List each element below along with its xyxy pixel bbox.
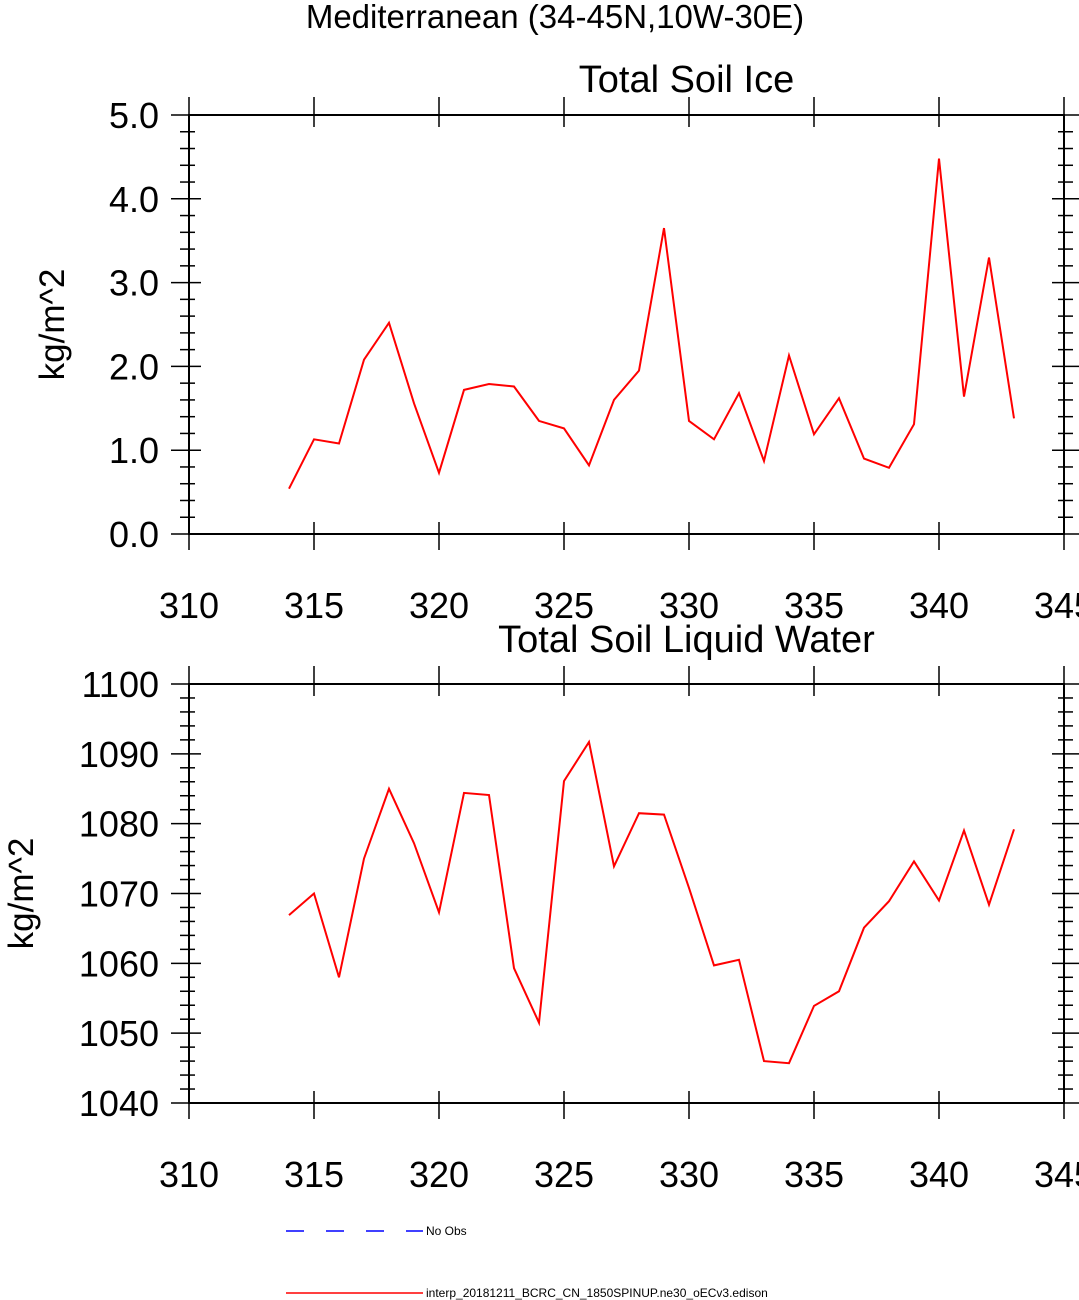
y-tick-label: 1060 <box>79 943 159 984</box>
y-tick-label: 1040 <box>79 1083 159 1124</box>
figure-suptitle: Mediterranean (34-45N,10W-30E) <box>306 0 804 35</box>
x-tick-label: 345 <box>1034 585 1079 626</box>
y-tick-label: 5.0 <box>109 95 159 136</box>
chart-title: Total Soil Ice <box>579 59 794 101</box>
x-tick-label: 340 <box>909 1154 969 1195</box>
y-tick-label: 1100 <box>82 664 159 705</box>
x-tick-label: 315 <box>284 585 344 626</box>
x-tick-label: 330 <box>659 585 719 626</box>
y-tick-label: 3.0 <box>109 263 159 304</box>
x-tick-label: 330 <box>659 1154 719 1195</box>
plot-frame <box>188 114 1065 535</box>
y-axis-label: kg/m^2 <box>2 838 41 950</box>
x-tick-label: 315 <box>284 1154 344 1195</box>
x-tick-label: 325 <box>534 585 594 626</box>
y-tick-label: 1070 <box>79 874 159 915</box>
x-tick-label: 325 <box>534 1154 594 1195</box>
plot-frame <box>188 683 1065 1104</box>
x-tick-label: 320 <box>409 1154 469 1195</box>
x-tick-label: 345 <box>1034 1154 1079 1195</box>
legend-model-label: interp_20181211_BCRC_CN_1850SPINUP.ne30_… <box>426 1286 768 1300</box>
legend-no-obs-label: No Obs <box>426 1224 467 1238</box>
x-tick-label: 320 <box>409 585 469 626</box>
x-tick-label: 340 <box>909 585 969 626</box>
y-axis-label: kg/m^2 <box>33 269 72 381</box>
legend: No Obs interp_20181211_BCRC_CN_1850SPINU… <box>286 1224 768 1300</box>
chart-title: Total Soil Liquid Water <box>498 619 875 661</box>
series-line <box>288 739 1015 1065</box>
y-tick-label: 1080 <box>79 804 159 845</box>
chart-total-soil-ice: Total Soil Ice kg/m^2 310 315 320 325 330 335 34… <box>33 59 1079 626</box>
x-tick-label: 335 <box>784 1154 844 1195</box>
series-line <box>288 158 1015 490</box>
x-tick-label: 335 <box>784 585 844 626</box>
x-tick-label: 310 <box>159 1154 219 1195</box>
y-tick-label: 0.0 <box>109 514 159 555</box>
x-tick-label: 310 <box>159 585 219 626</box>
y-tick-label: 2.0 <box>109 346 159 387</box>
y-tick-label: 1050 <box>79 1013 159 1054</box>
chart-total-soil-liquid-water: Total Soil Liquid Water kg/m^2 310 315 320 32… <box>2 619 1079 1195</box>
y-tick-label: 4.0 <box>109 179 159 220</box>
y-tick-label: 1090 <box>79 734 159 775</box>
y-tick-label: 1.0 <box>109 430 159 471</box>
